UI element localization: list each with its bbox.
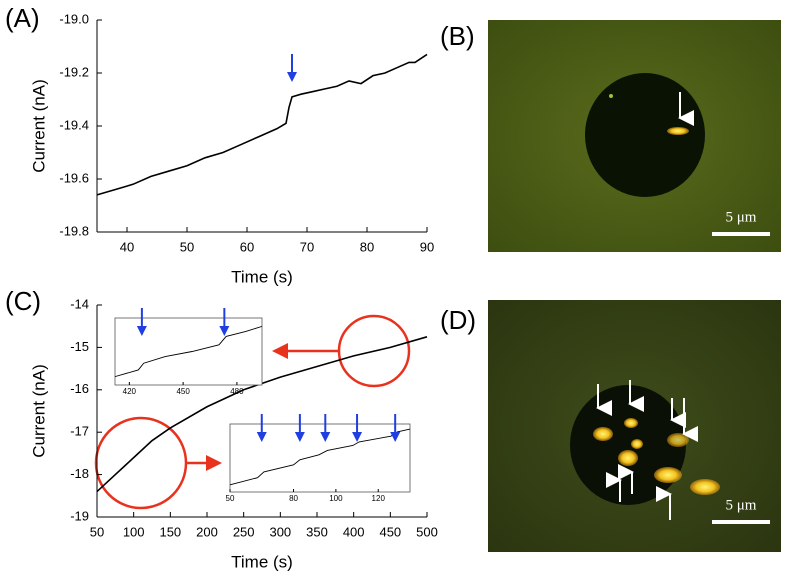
x-tick-label: 200 bbox=[196, 524, 218, 539]
scale-bar-label: 5 μm bbox=[726, 209, 757, 225]
x-tick-label: 350 bbox=[306, 524, 328, 539]
micrograph-d: 5 μm (D) bbox=[440, 300, 781, 552]
data-line bbox=[114, 325, 263, 378]
x-tick-label: 50 bbox=[180, 239, 194, 254]
x-tick-label: 80 bbox=[289, 494, 298, 503]
x-tick-label: 450 bbox=[176, 387, 190, 396]
y-tick-label: -14 bbox=[70, 296, 89, 311]
inset-frame bbox=[229, 423, 411, 493]
x-tick-label: 400 bbox=[343, 524, 365, 539]
y-tick-label: -19.2 bbox=[59, 64, 89, 79]
event-arrow-head bbox=[136, 326, 147, 336]
x-tick-label: 480 bbox=[230, 387, 244, 396]
y-axis-title: Current (nA) bbox=[29, 364, 48, 458]
x-tick-label: 70 bbox=[300, 239, 314, 254]
y-tick-label: -19 bbox=[70, 508, 89, 523]
micrograph-b: 5 μm (B) bbox=[440, 20, 781, 252]
x-tick-label: 50 bbox=[90, 524, 104, 539]
y-tick-label: -19.4 bbox=[59, 117, 89, 132]
y-tick-label: -19.0 bbox=[59, 11, 89, 26]
panel-label: (C) bbox=[5, 286, 41, 316]
x-tick-label: 500 bbox=[416, 524, 438, 539]
x-tick-label: 420 bbox=[123, 387, 137, 396]
y-tick-label: -16 bbox=[70, 381, 89, 396]
x-axis-title: Time (s) bbox=[231, 267, 293, 286]
callouts bbox=[94, 314, 411, 510]
y-tick-label: -19.6 bbox=[59, 170, 89, 185]
event-arrow-head bbox=[256, 432, 267, 442]
x-axis-title: Time (s) bbox=[231, 552, 293, 571]
x-tick-label: 100 bbox=[329, 494, 343, 503]
y-tick-label: -19.8 bbox=[59, 223, 89, 238]
x-tick-label: 40 bbox=[120, 239, 134, 254]
event-arrow-head bbox=[352, 432, 363, 442]
panel-label: (A) bbox=[5, 3, 40, 33]
scale-bar-label: 5 μm bbox=[726, 497, 757, 513]
panel-label: (B) bbox=[440, 21, 475, 51]
panel-label: (D) bbox=[440, 305, 476, 335]
x-tick-label: 60 bbox=[240, 239, 254, 254]
x-tick-label: 300 bbox=[269, 524, 291, 539]
y-tick-label: -15 bbox=[70, 339, 89, 354]
data-line bbox=[96, 53, 428, 196]
x-tick-label: 150 bbox=[159, 524, 181, 539]
x-tick-label: 120 bbox=[372, 494, 386, 503]
event-arrow-head bbox=[294, 432, 305, 442]
event-arrow-head bbox=[219, 326, 230, 336]
event-arrow-head bbox=[287, 72, 297, 82]
x-tick-label: 250 bbox=[233, 524, 255, 539]
x-tick-label: 90 bbox=[420, 239, 434, 254]
event-arrow-head bbox=[390, 432, 401, 442]
y-axis-title: Current (nA) bbox=[29, 79, 48, 173]
x-tick-label: 450 bbox=[379, 524, 401, 539]
x-tick-label: 80 bbox=[360, 239, 374, 254]
data-line bbox=[96, 336, 428, 493]
y-tick-label: -18 bbox=[70, 466, 89, 481]
y-tick-label: -17 bbox=[70, 424, 89, 439]
event-arrow-head bbox=[320, 432, 331, 442]
x-tick-label: 100 bbox=[123, 524, 145, 539]
inset-frame bbox=[114, 317, 263, 386]
x-tick-label: 50 bbox=[226, 494, 235, 503]
